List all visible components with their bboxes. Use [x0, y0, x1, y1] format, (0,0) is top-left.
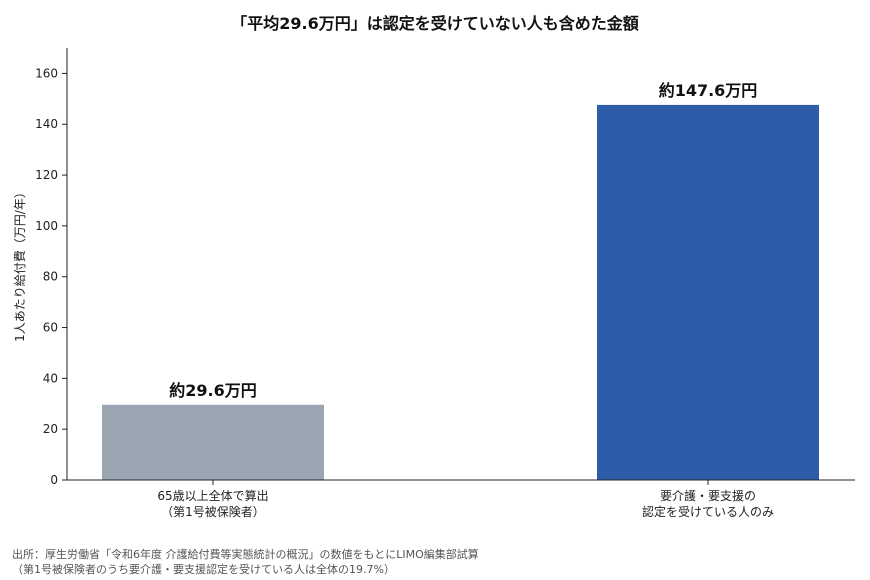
y-tick-label: 140 — [35, 117, 58, 131]
x-tick-label: （第1号被保険者） — [161, 505, 265, 519]
bar — [102, 404, 324, 480]
y-tick-label: 40 — [43, 371, 58, 385]
y-tick-label: 80 — [43, 270, 58, 284]
bar-data-label: 約29.6万円 — [169, 381, 256, 400]
source-note-line-2: （第1号被保険者のうち要介護・要支援認定を受けている人は全体の19.7%） — [12, 563, 395, 576]
y-tick-label: 160 — [35, 66, 58, 80]
x-tick-label: 認定を受けている人のみ — [642, 504, 774, 519]
y-tick-label: 60 — [43, 321, 58, 335]
y-tick-label: 120 — [35, 168, 58, 182]
y-tick-label: 100 — [35, 219, 58, 233]
bar — [597, 104, 819, 480]
y-tick-label: 20 — [43, 422, 58, 436]
bar-data-label: 約147.6万円 — [659, 81, 758, 100]
source-note-line-1: 出所：厚生労働省「令和6年度 介護給付費等実態統計の概況」の数値をもとにLIMO… — [12, 548, 479, 561]
x-tick-label: 要介護・要支援の — [660, 488, 756, 503]
y-axis-label: 1人あたり給付費（万円/年） — [12, 186, 27, 342]
chart-title: 「平均29.6万円」は認定を受けていない人も含めた金額 — [231, 14, 639, 33]
x-tick-label: 65歳以上全体で算出 — [157, 488, 268, 503]
y-tick-label: 0 — [50, 473, 58, 487]
